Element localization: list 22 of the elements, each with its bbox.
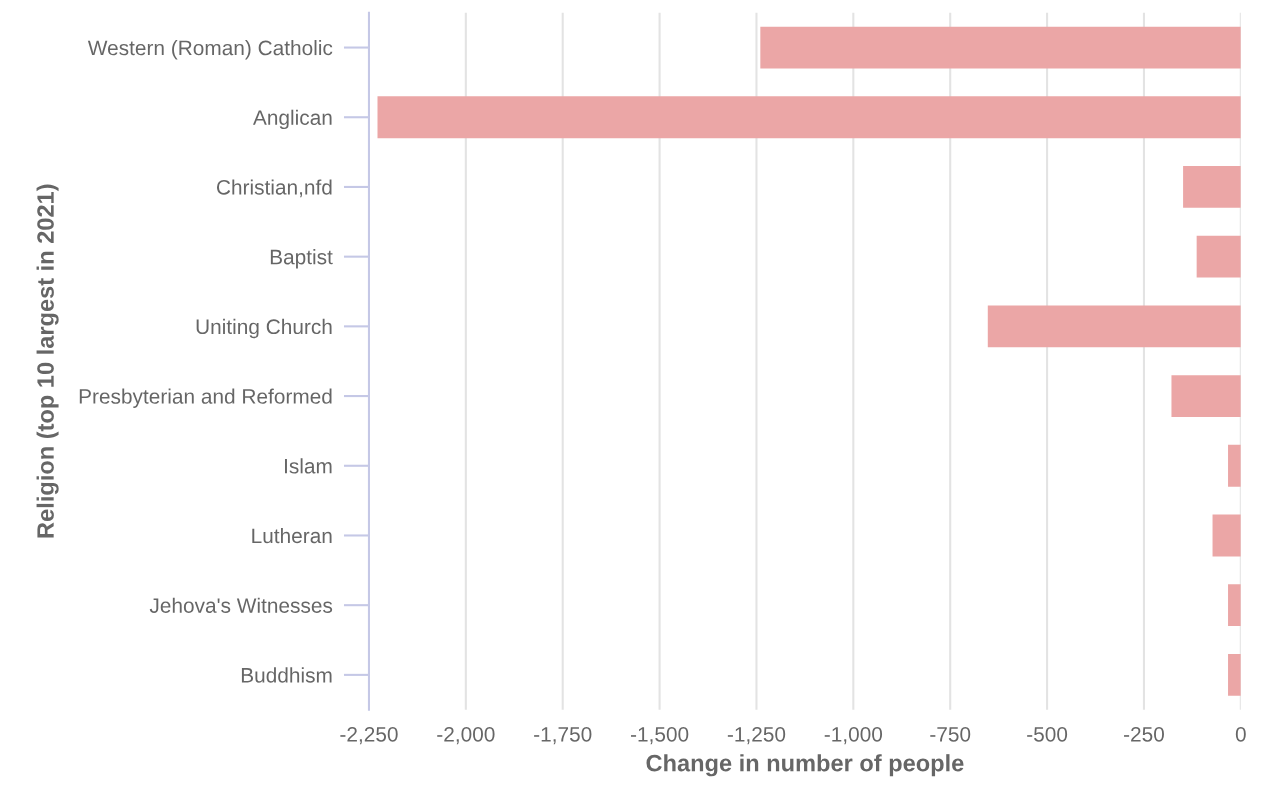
y-tick-label: Western (Roman) Catholic bbox=[87, 39, 333, 60]
x-tick-label: -1,000 bbox=[824, 726, 883, 745]
x-tick-label: -2,250 bbox=[340, 726, 398, 745]
x-tick-label: -500 bbox=[1027, 726, 1068, 742]
x-tick-label: -1,750 bbox=[534, 726, 592, 745]
x-tick-label: -1,500 bbox=[630, 726, 689, 745]
x-tick-label: -1,250 bbox=[727, 726, 786, 745]
y-tick-label: Baptist bbox=[270, 249, 333, 269]
y-tick-label: Jehova's Witnesses bbox=[149, 597, 333, 613]
y-tick-label: Christian,nfd bbox=[216, 179, 332, 198]
x-axis-title: Change in number of people bbox=[646, 754, 964, 777]
x-tick-label: -250 bbox=[1124, 726, 1164, 742]
x-tick-label: -750 bbox=[930, 726, 971, 742]
y-tick-label: Uniting Church bbox=[196, 318, 332, 339]
x-tick-label: 0 bbox=[1235, 726, 1246, 742]
y-tick-label: Presbyterian and Reformed bbox=[79, 388, 332, 408]
y-tick-label: Buddhism bbox=[241, 667, 332, 683]
y-tick-label: Anglican bbox=[252, 109, 332, 130]
y-tick-label: Islam bbox=[285, 458, 332, 474]
y-tick-label: Lutheran bbox=[252, 527, 332, 544]
x-tick-label: -2,000 bbox=[437, 726, 495, 745]
y-axis-title: Religion (top 10 largest in 2021) bbox=[36, 184, 59, 538]
